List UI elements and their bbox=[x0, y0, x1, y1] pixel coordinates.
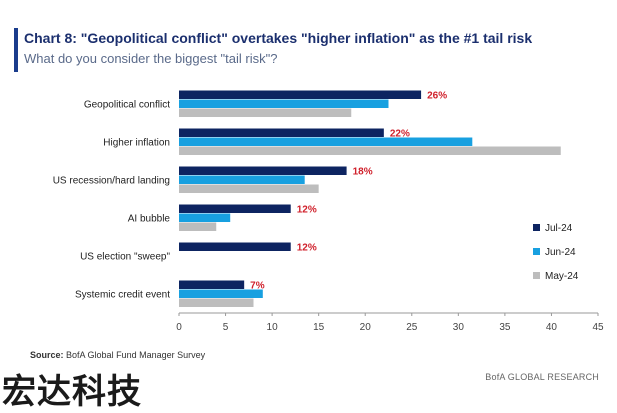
legend-label: Jun-24 bbox=[545, 247, 576, 258]
legend-label: May-24 bbox=[545, 271, 579, 282]
legend-swatch bbox=[533, 224, 540, 231]
x-tick-label: 0 bbox=[176, 322, 182, 333]
watermark: 宏达科技 bbox=[2, 372, 142, 412]
data-label: 7% bbox=[250, 281, 265, 292]
data-label: 12% bbox=[297, 243, 317, 254]
x-tick-label: 5 bbox=[223, 322, 229, 333]
bar-jun-24 bbox=[179, 289, 263, 298]
x-tick-label: 20 bbox=[360, 322, 372, 333]
bar-jun-24 bbox=[179, 175, 305, 184]
x-tick-label: 25 bbox=[406, 322, 418, 333]
data-label: 26% bbox=[427, 91, 447, 102]
source-label: Source: bbox=[30, 350, 64, 360]
category-label: Higher inflation bbox=[103, 138, 170, 149]
bar-jul-24 bbox=[179, 280, 245, 289]
x-tick-label: 15 bbox=[313, 322, 325, 333]
category-label: US election "sweep" bbox=[80, 252, 170, 263]
bar-may-24 bbox=[179, 108, 352, 117]
category-label: Geopolitical conflict bbox=[84, 100, 170, 111]
x-tick-label: 40 bbox=[546, 322, 558, 333]
data-label: 22% bbox=[390, 129, 410, 140]
legend-swatch bbox=[533, 248, 540, 255]
bar-jul-24 bbox=[179, 128, 384, 137]
bar-jul-24 bbox=[179, 90, 422, 99]
bar-jun-24 bbox=[179, 99, 389, 108]
bar-jun-24 bbox=[179, 213, 231, 222]
legend-swatch bbox=[533, 272, 540, 279]
x-tick-label: 30 bbox=[453, 322, 465, 333]
bar-may-24 bbox=[179, 146, 561, 155]
source-text: BofA Global Fund Manager Survey bbox=[66, 350, 206, 360]
data-label: 18% bbox=[353, 167, 373, 178]
x-tick-label: 10 bbox=[267, 322, 279, 333]
bar-jul-24 bbox=[179, 242, 291, 251]
chart-title: Chart 8: "Geopolitical conflict" overtak… bbox=[24, 30, 533, 46]
bar-may-24 bbox=[179, 298, 254, 307]
data-label: 12% bbox=[297, 205, 317, 216]
legend-label: Jul-24 bbox=[545, 223, 573, 234]
source-note: Source: BofA Global Fund Manager Survey bbox=[30, 350, 205, 360]
category-label: US recession/hard landing bbox=[53, 176, 170, 187]
bar-jul-24 bbox=[179, 204, 291, 213]
x-tick-label: 45 bbox=[592, 322, 604, 333]
bar-may-24 bbox=[179, 184, 319, 193]
x-tick-label: 35 bbox=[499, 322, 511, 333]
bar-jul-24 bbox=[179, 166, 347, 175]
bar-jun-24 bbox=[179, 137, 473, 146]
title-accent-bar bbox=[14, 28, 18, 72]
brand-note: BofA GLOBAL RESEARCH bbox=[485, 372, 599, 382]
bar-may-24 bbox=[179, 222, 217, 231]
category-label: AI bubble bbox=[128, 214, 171, 225]
chart-subtitle: What do you consider the biggest "tail r… bbox=[24, 51, 278, 66]
category-label: Systemic credit event bbox=[75, 290, 170, 301]
